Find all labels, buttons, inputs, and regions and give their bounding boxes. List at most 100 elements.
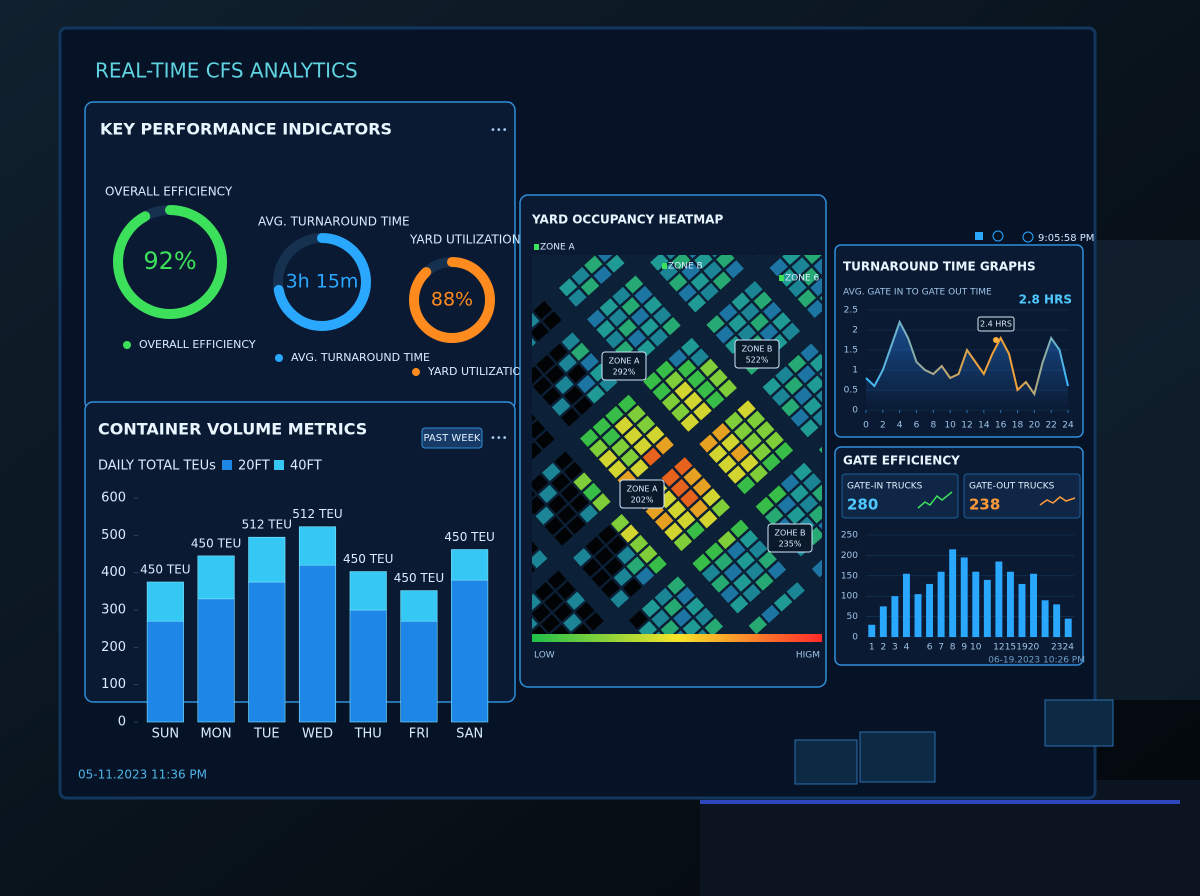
container-block	[671, 255, 692, 271]
legend-dot	[123, 341, 131, 349]
x-tick-label: 12	[961, 421, 972, 431]
container-block	[595, 319, 616, 339]
container-block	[532, 333, 537, 354]
settings-icon[interactable]	[992, 230, 1004, 242]
container-block	[540, 613, 561, 634]
container-block	[583, 255, 604, 275]
zone-swatch	[779, 275, 784, 281]
y-tick-label: 150	[841, 571, 858, 581]
container-block	[799, 418, 820, 439]
container-block	[773, 592, 794, 613]
container-block	[719, 584, 740, 604]
container-block	[793, 386, 814, 406]
container-block	[748, 463, 769, 484]
sparkline	[1039, 496, 1076, 506]
bar-segment	[146, 581, 184, 622]
y-tick-label: 50	[847, 612, 859, 622]
container-block	[792, 461, 813, 482]
x-tick-label: FRI	[409, 727, 429, 742]
container-block	[576, 374, 597, 394]
monitor	[1044, 699, 1114, 747]
bar-segment	[451, 579, 489, 723]
panel-title: GATE EFFICIENCY	[843, 454, 960, 468]
x-tick-label: 12	[993, 643, 1004, 653]
container-block	[764, 430, 785, 451]
container-block	[629, 458, 650, 478]
callout-value: 292%	[613, 368, 636, 377]
container-block	[567, 287, 588, 308]
container-block	[723, 410, 744, 431]
zone-label: ZONE B	[668, 262, 703, 272]
container-block	[742, 431, 763, 452]
container-block	[620, 447, 640, 468]
callout-value: 202%	[631, 496, 654, 505]
container-block	[534, 505, 555, 526]
container-block	[572, 547, 593, 568]
container-block	[690, 271, 711, 292]
bar-segment	[400, 620, 438, 723]
x-tick-label: 3	[892, 643, 898, 653]
container-block	[670, 478, 690, 498]
x-tick-label: TUE	[253, 727, 280, 742]
x-tick-label: 19	[1016, 643, 1028, 653]
container-block	[754, 496, 775, 516]
container-block	[625, 555, 646, 576]
container-block	[624, 274, 645, 295]
zone-swatch	[534, 244, 539, 250]
menu[interactable]: •••	[490, 125, 508, 136]
container-block	[548, 342, 569, 363]
status-icon[interactable]	[975, 232, 983, 240]
container-block	[639, 317, 660, 337]
container-block	[787, 278, 808, 298]
container-block	[544, 516, 565, 536]
container-block	[591, 568, 611, 588]
container-block	[663, 521, 684, 542]
container-block	[802, 396, 822, 417]
container-block	[748, 539, 769, 560]
container-block	[786, 505, 807, 526]
bar-annotation: 512 TEU	[242, 518, 292, 532]
container-block	[686, 369, 707, 389]
y-tick-label: 250	[841, 531, 858, 541]
container-block	[598, 448, 618, 469]
container-block	[554, 375, 575, 395]
callout-zone: ZOHE B	[775, 529, 806, 538]
container-block	[584, 611, 605, 632]
container-block	[800, 266, 821, 287]
container-block	[542, 310, 563, 331]
container-block	[699, 357, 719, 378]
container-block	[592, 265, 613, 285]
container-block	[686, 293, 707, 314]
legend-swatch	[274, 460, 284, 470]
bar	[972, 571, 980, 637]
container-block	[785, 581, 806, 601]
container-block	[701, 563, 721, 584]
container-block	[738, 529, 759, 549]
container-block	[692, 401, 713, 422]
container-block	[565, 590, 586, 611]
period-button[interactable]	[421, 427, 483, 449]
container-block	[572, 471, 593, 492]
container-block	[745, 561, 765, 582]
menu[interactable]: •••	[490, 433, 508, 444]
container-block	[771, 311, 792, 332]
zone-swatch	[662, 263, 667, 269]
container-block	[705, 314, 726, 334]
callout-box	[734, 339, 780, 369]
bar-annotation: 450 TEU	[191, 536, 241, 550]
container-block	[780, 321, 801, 342]
container-block	[703, 617, 724, 635]
container-block	[767, 484, 788, 505]
bar-segment	[298, 564, 337, 723]
period-button-label[interactable]: PAST WEEK	[424, 433, 481, 444]
container-block	[695, 379, 716, 400]
container-block	[736, 399, 757, 420]
container-block	[532, 592, 542, 613]
container-block	[609, 589, 630, 609]
container-block	[677, 283, 698, 303]
container-block	[600, 578, 621, 599]
container-block	[798, 494, 819, 514]
clock-icon	[1022, 231, 1034, 243]
x-tick-label: 22	[1045, 421, 1056, 431]
callout-value: 522%	[746, 356, 769, 365]
